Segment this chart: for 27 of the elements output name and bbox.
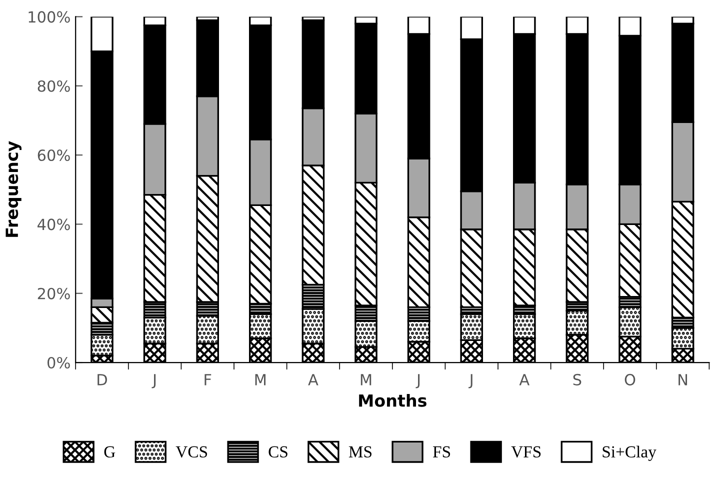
x-axis-title: Months bbox=[359, 394, 426, 407]
legend-label: CS bbox=[268, 446, 288, 458]
y-tick-label: 40% bbox=[38, 218, 70, 230]
legend-label: VFS bbox=[511, 446, 541, 458]
y-tick-label: 100% bbox=[28, 11, 70, 23]
x-tick-label: O bbox=[624, 374, 636, 386]
x-tick-label: N bbox=[678, 374, 688, 386]
y-tick-label: 20% bbox=[38, 288, 70, 300]
x-tick-label: F bbox=[204, 374, 212, 386]
y-tick-label: 60% bbox=[38, 149, 70, 162]
legend-label: Si+Clay bbox=[602, 446, 656, 461]
legend-label: VCS bbox=[176, 446, 208, 458]
y-tick-label: 80% bbox=[38, 80, 70, 92]
x-tick-label: M bbox=[255, 374, 266, 386]
y-axis-title: Frequency bbox=[6, 141, 22, 237]
x-tick-label: D bbox=[98, 374, 107, 386]
x-tick-label: M bbox=[360, 374, 372, 386]
x-tick-label: J bbox=[152, 374, 156, 388]
x-tick-label: S bbox=[573, 374, 582, 386]
x-tick-label: J bbox=[468, 374, 472, 388]
legend-label: MS bbox=[348, 446, 372, 458]
x-tick-label: A bbox=[519, 374, 530, 386]
legend-label: FS bbox=[433, 446, 450, 458]
legend-label: G bbox=[104, 446, 116, 458]
x-tick-label: J bbox=[416, 374, 420, 388]
y-tick-label: 0% bbox=[48, 356, 70, 369]
x-tick-label: A bbox=[308, 374, 318, 386]
